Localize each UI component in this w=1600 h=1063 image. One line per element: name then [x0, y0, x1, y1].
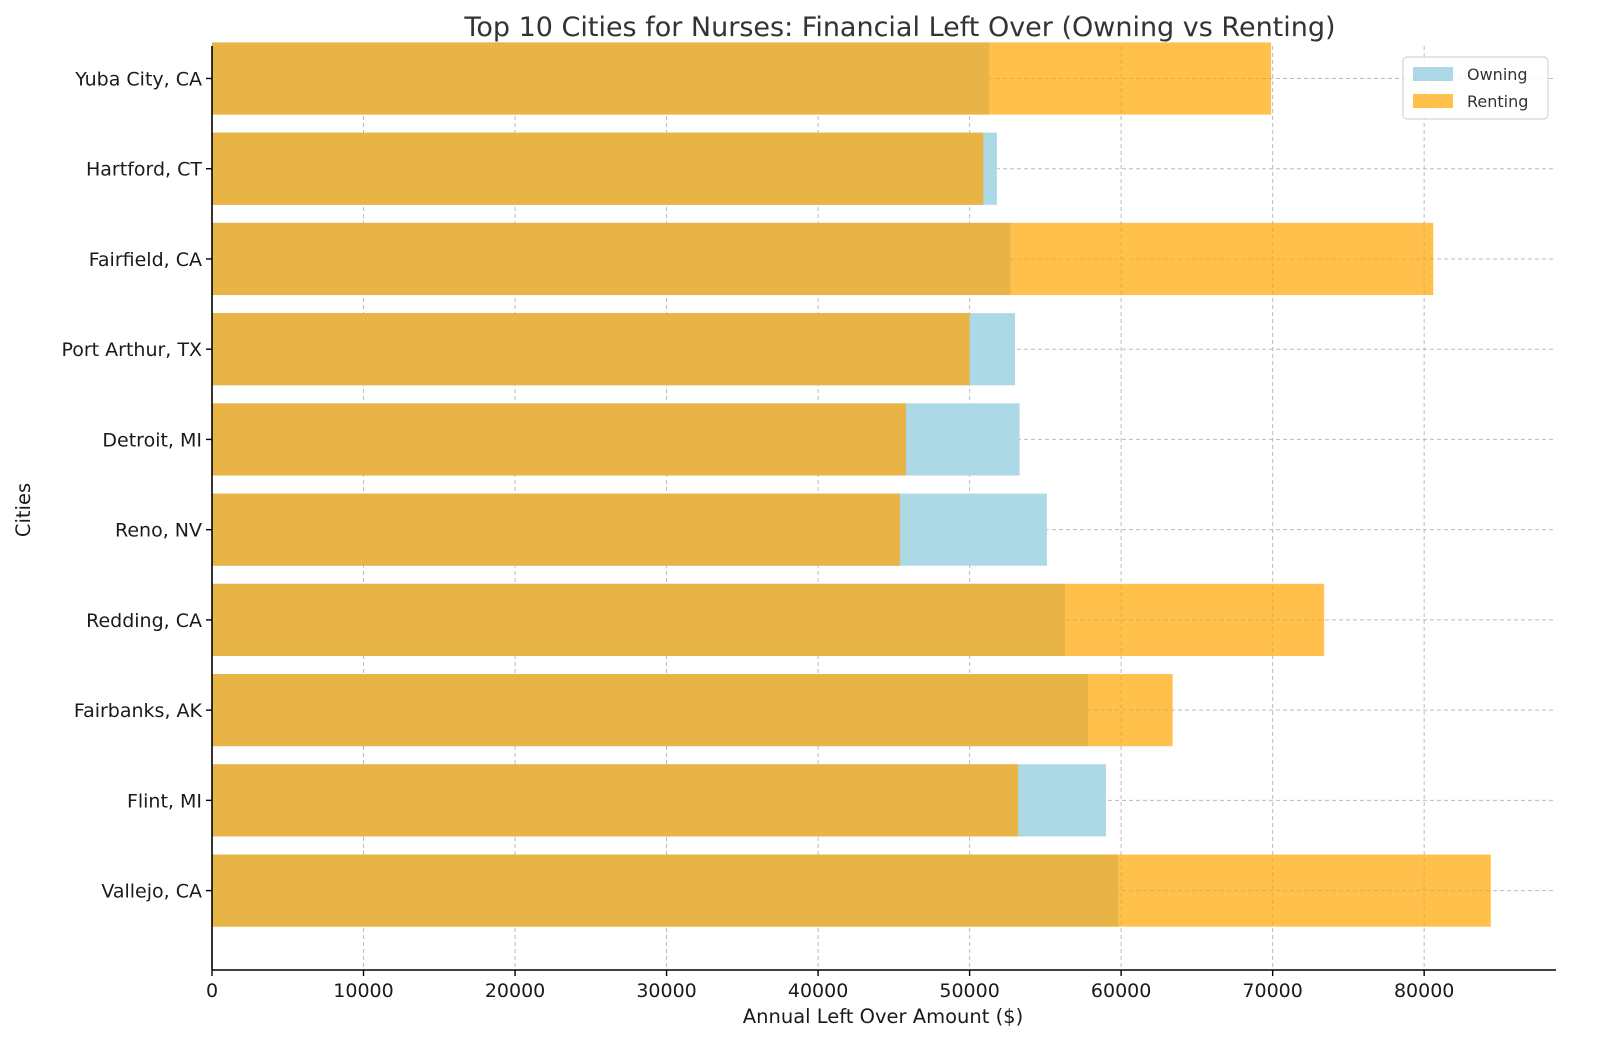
y-tick-label: Fairfield, CA	[89, 249, 202, 271]
y-tick-label: Fairbanks, AK	[74, 700, 203, 722]
x-axis-label: Annual Left Over Amount ($)	[743, 1005, 1023, 1028]
bar-renting	[212, 674, 1173, 747]
legend-swatch-renting	[1413, 94, 1453, 108]
legend-swatch-owning	[1413, 67, 1453, 81]
y-tick-label: Port Arthur, TX	[61, 339, 202, 361]
x-tick-label: 80000	[1394, 980, 1454, 1002]
legend-label-owning: Owning	[1467, 65, 1528, 84]
bars	[212, 42, 1491, 927]
bar-renting	[212, 854, 1491, 927]
x-tick-label: 50000	[939, 980, 999, 1002]
bar-renting	[212, 222, 1434, 296]
tick-labels: 0 10000 20000 30000 40000 50000 60000 70000 8000…	[61, 68, 1454, 1002]
legend-label-renting: Renting	[1467, 92, 1528, 111]
legend: Owning Renting	[1402, 56, 1549, 120]
y-tick-label: Detroit, MI	[102, 429, 202, 451]
x-tick-label: 0	[206, 980, 218, 1002]
y-tick-label: Hartford, CT	[86, 159, 202, 181]
bar-renting	[212, 42, 1272, 115]
y-tick-label: Yuba City, CA	[74, 68, 202, 90]
y-tick-label: Vallejo, CA	[101, 881, 202, 903]
x-tick-label: 30000	[636, 980, 696, 1002]
x-tick-label: 70000	[1242, 980, 1302, 1002]
y-tick-label: Redding, CA	[86, 610, 202, 632]
chart-title: Top 10 Cities for Nurses: Financial Left…	[463, 12, 1335, 43]
x-tick-label: 60000	[1091, 980, 1151, 1002]
bar-renting	[212, 132, 984, 205]
x-tick-label: 10000	[333, 980, 393, 1002]
x-tick-label: 20000	[485, 980, 545, 1002]
bar-renting	[212, 764, 1019, 837]
y-tick-label: Flint, MI	[127, 790, 202, 812]
x-tick-label: 40000	[788, 980, 848, 1002]
bar-renting	[212, 583, 1325, 656]
bar-renting	[212, 493, 900, 566]
y-axis-label: Cities	[12, 483, 35, 537]
y-tick-label: Reno, NV	[115, 520, 202, 542]
bar-renting	[212, 403, 906, 476]
bar-renting	[212, 313, 970, 386]
axes	[211, 46, 1556, 971]
